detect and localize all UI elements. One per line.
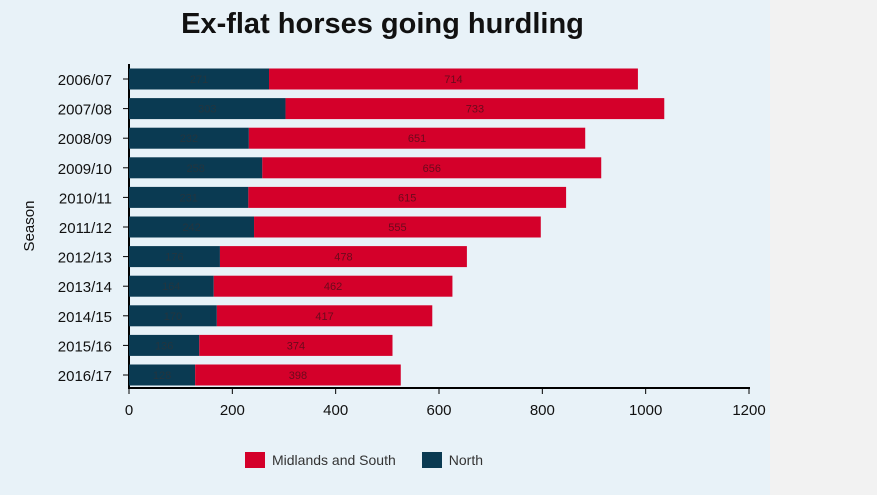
bar-midlands-south — [285, 98, 665, 120]
y-tick-label: 2008/09 — [58, 131, 112, 148]
bar-midlands-south — [248, 186, 567, 208]
bar-north — [129, 157, 263, 179]
data-label-north: 232 — [180, 133, 198, 145]
data-label-midlands-south: 374 — [287, 340, 305, 352]
y-tick-label: 2015/16 — [58, 338, 112, 355]
data-label-midlands-south: 398 — [289, 370, 307, 382]
data-label-midlands-south: 417 — [315, 311, 333, 323]
bar-north — [129, 305, 217, 327]
y-tick-label: 2007/08 — [58, 102, 112, 119]
data-label-north: 128 — [153, 370, 171, 382]
legend-swatch-midlands-south — [245, 452, 265, 468]
y-axis-title: Season — [21, 201, 38, 252]
x-tick-label: 600 — [426, 402, 451, 419]
data-label-north: 231 — [179, 192, 197, 204]
legend-item-midlands-south: Midlands and South — [245, 452, 396, 468]
x-tick-label: 400 — [323, 402, 348, 419]
y-tick-label: 2012/13 — [58, 250, 112, 267]
data-label-north: 258 — [186, 163, 204, 175]
y-tick-label: 2011/12 — [59, 220, 112, 237]
y-tick-label: 2009/10 — [58, 161, 112, 178]
data-label-north: 164 — [162, 281, 180, 293]
x-tick-label: 0 — [125, 402, 133, 419]
data-label-midlands-south: 478 — [334, 252, 352, 264]
legend-item-north: North — [421, 452, 483, 468]
legend-label-north: North — [448, 452, 483, 468]
data-label-north: 136 — [155, 340, 173, 352]
x-tick-label: 1000 — [629, 402, 662, 419]
bar-north — [129, 216, 255, 238]
bar-midlands-south — [262, 157, 602, 179]
data-label-midlands-south: 615 — [398, 192, 416, 204]
x-tick-label: 200 — [220, 402, 245, 419]
y-tick-label: 2013/14 — [58, 279, 112, 296]
bar-midlands-south — [216, 305, 433, 327]
bar-midlands-south — [213, 275, 453, 297]
data-label-midlands-south: 462 — [324, 281, 342, 293]
y-tick-label: 2006/07 — [58, 72, 112, 89]
data-label-midlands-south: 651 — [408, 133, 426, 145]
legend: Midlands and South North — [245, 452, 509, 468]
data-label-midlands-south: 733 — [466, 104, 484, 116]
x-tick-label: 800 — [530, 402, 555, 419]
y-tick-label: 2014/15 — [58, 309, 112, 326]
bar-north — [129, 98, 286, 120]
legend-swatch-north — [421, 452, 442, 468]
legend-label-midlands-south: Midlands and South — [272, 452, 396, 468]
bar-north — [129, 364, 196, 386]
bar-midlands-south — [269, 68, 638, 90]
data-label-north: 242 — [182, 222, 200, 234]
data-label-midlands-south: 555 — [388, 222, 406, 234]
bar-midlands-south — [254, 216, 541, 238]
y-tick-label: 2010/11 — [59, 190, 112, 207]
data-label-midlands-south: 656 — [423, 163, 441, 175]
data-label-north: 176 — [165, 252, 183, 264]
bar-north — [129, 275, 214, 297]
data-label-north: 303 — [198, 104, 216, 116]
bar-north — [129, 68, 270, 90]
data-label-north: 271 — [190, 74, 208, 86]
bar-midlands-south — [199, 334, 393, 356]
x-tick-label: 1200 — [732, 402, 765, 419]
bar-midlands-south — [219, 246, 467, 268]
data-label-midlands-south: 714 — [444, 74, 462, 86]
bar-north — [129, 127, 249, 149]
bar-north — [129, 334, 200, 356]
bar-midlands-south — [248, 127, 586, 149]
chart-title: Ex-flat horses going hurdling — [181, 8, 584, 40]
bar-midlands-south — [195, 364, 401, 386]
data-label-north: 170 — [164, 311, 182, 323]
bar-north — [129, 246, 220, 268]
y-tick-label: 2016/17 — [58, 368, 112, 385]
bar-north — [129, 186, 249, 208]
